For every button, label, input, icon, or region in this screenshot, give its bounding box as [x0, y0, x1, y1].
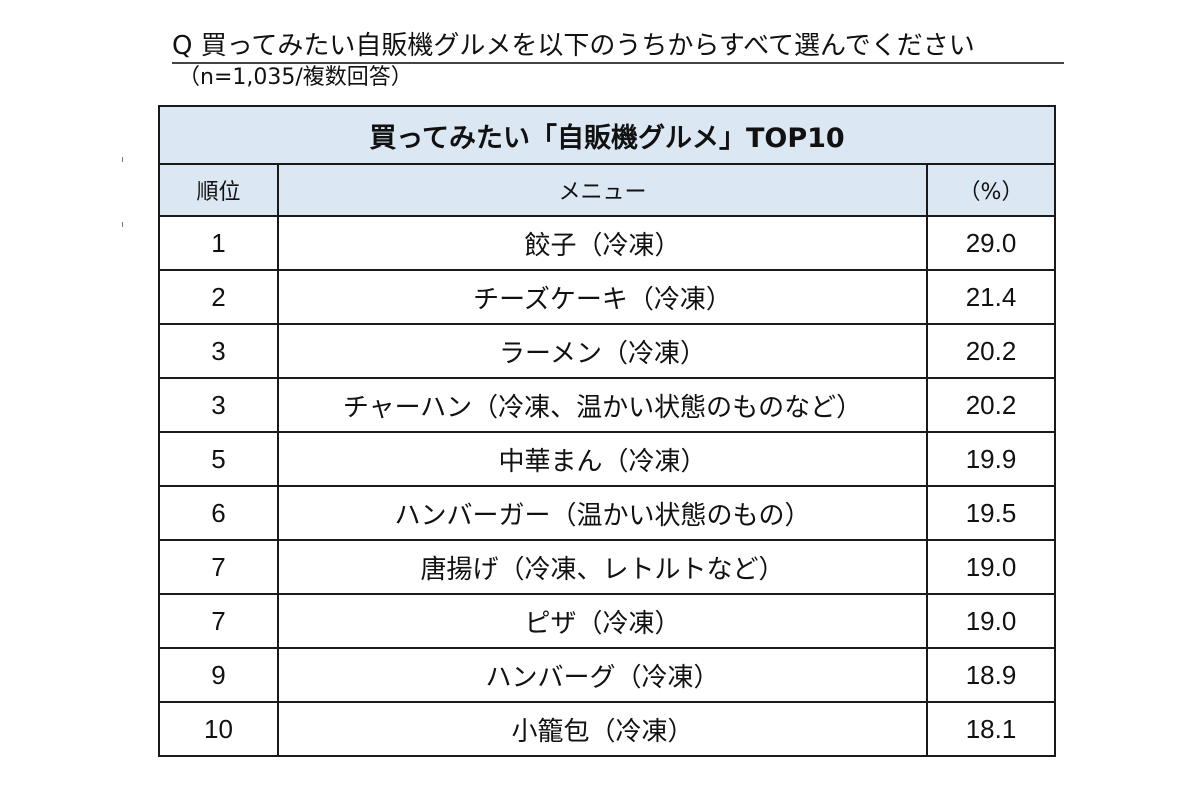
rank-cell: 9	[158, 647, 279, 703]
menu-column-header: メニュー	[277, 163, 928, 217]
table-title: 買ってみたい「自販機グルメ」TOP10	[157, 105, 1057, 165]
menu-cell: ハンバーグ（冷凍）	[277, 647, 928, 703]
percent-cell: 21.4	[925, 269, 1057, 325]
table-row: 2 チーズケーキ（冷凍） 21.4	[158, 269, 1057, 325]
sample-size-note: （n=1,035/複数回答）	[178, 65, 413, 90]
table-row: 9 ハンバーグ（冷凍） 18.9	[158, 647, 1057, 703]
rank-cell: 7	[158, 539, 279, 595]
ranking-table: 買ってみたい「自販機グルメ」TOP10 順位 メニュー （%） 1 餃子（冷凍）…	[157, 105, 1057, 757]
table-row: 7 唐揚げ（冷凍、レトルトなど） 19.0	[158, 539, 1057, 595]
table-row: 1 餃子（冷凍） 29.0	[158, 215, 1057, 271]
table-row: 3 チャーハン（冷凍、温かい状態のものなど） 20.2	[158, 377, 1057, 433]
menu-cell: ハンバーガー（温かい状態のもの）	[277, 485, 928, 541]
rank-cell: 5	[158, 431, 279, 487]
menu-cell: チャーハン（冷凍、温かい状態のものなど）	[277, 377, 928, 433]
menu-cell: ラーメン（冷凍）	[277, 323, 928, 379]
table-row: 10 小籠包（冷凍） 18.1	[158, 701, 1057, 757]
table-title-row: 買ってみたい「自販機グルメ」TOP10	[157, 105, 1057, 165]
menu-cell: 小籠包（冷凍）	[277, 701, 928, 757]
menu-cell: チーズケーキ（冷凍）	[277, 269, 928, 325]
table-row: 7 ピザ（冷凍） 19.0	[158, 593, 1057, 649]
percent-cell: 20.2	[925, 323, 1057, 379]
percent-cell: 20.2	[925, 377, 1057, 433]
rank-cell: 7	[158, 593, 279, 649]
percent-cell: 18.1	[925, 701, 1057, 757]
menu-cell: 餃子（冷凍）	[277, 215, 928, 271]
rank-cell: 2	[158, 269, 279, 325]
menu-cell: ピザ（冷凍）	[277, 593, 928, 649]
survey-question: Q 買ってみたい自販機グルメを以下のうちからすべて選んでください	[172, 30, 1064, 64]
table-row: 3 ラーメン（冷凍） 20.2	[158, 323, 1057, 379]
rank-column-header: 順位	[158, 163, 279, 217]
percent-cell: 19.5	[925, 485, 1057, 541]
table-row: 5 中華まん（冷凍） 19.9	[158, 431, 1057, 487]
percent-cell: 19.0	[925, 593, 1057, 649]
margin-mark	[122, 222, 123, 227]
margin-mark	[122, 157, 123, 162]
table-row: 6 ハンバーガー（温かい状態のもの） 19.5	[158, 485, 1057, 541]
menu-cell: 唐揚げ（冷凍、レトルトなど）	[277, 539, 928, 595]
percent-column-header: （%）	[925, 163, 1057, 217]
table-header-row: 順位 メニュー （%）	[158, 163, 1057, 217]
rank-cell: 10	[158, 701, 279, 757]
percent-cell: 19.0	[925, 539, 1057, 595]
menu-cell: 中華まん（冷凍）	[277, 431, 928, 487]
rank-cell: 1	[158, 215, 279, 271]
rank-cell: 6	[158, 485, 279, 541]
percent-cell: 29.0	[925, 215, 1057, 271]
rank-cell: 3	[158, 377, 279, 433]
rank-cell: 3	[158, 323, 279, 379]
percent-cell: 18.9	[925, 647, 1057, 703]
percent-cell: 19.9	[925, 431, 1057, 487]
